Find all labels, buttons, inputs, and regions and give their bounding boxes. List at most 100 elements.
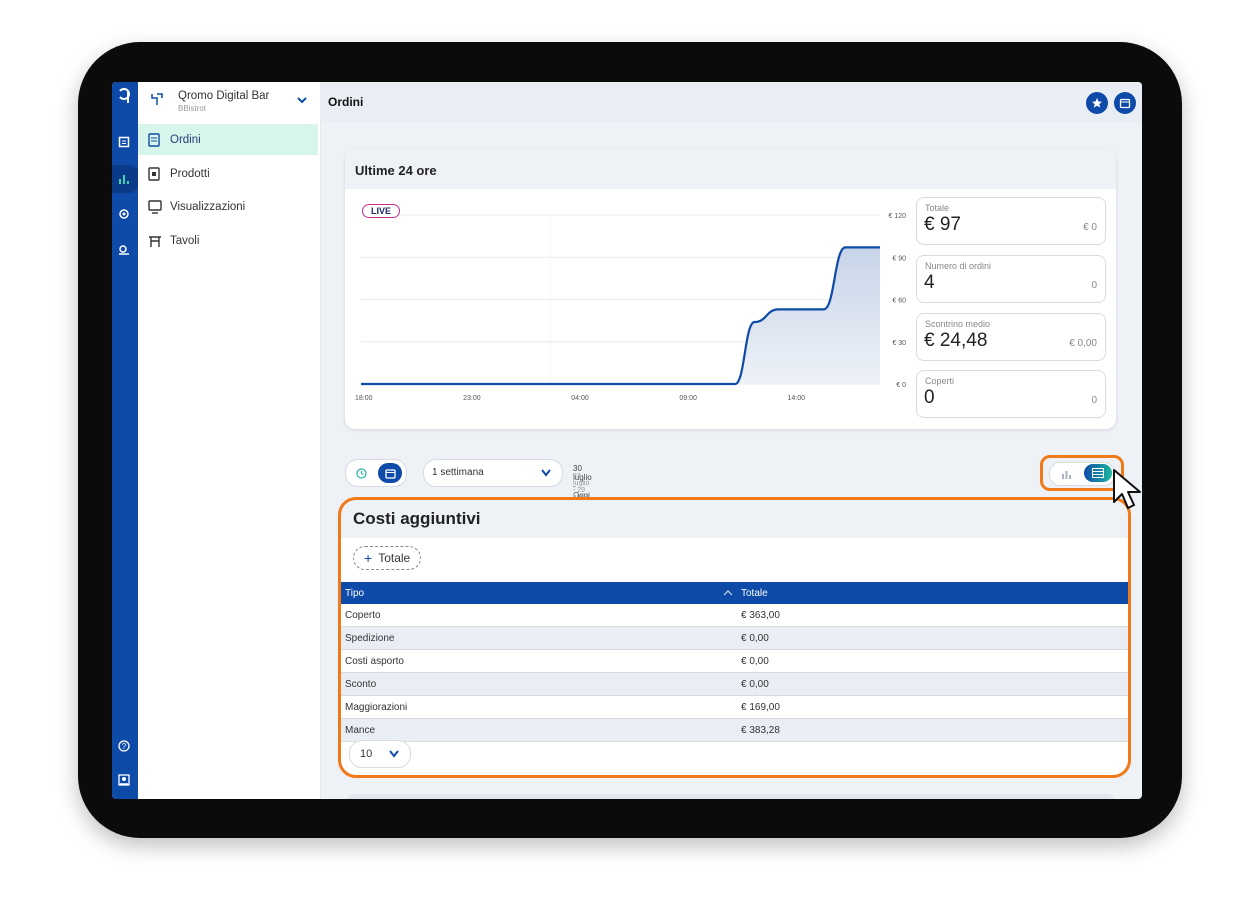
column-header-totale[interactable]: Totale	[737, 582, 1128, 604]
column-label: Totale	[741, 587, 768, 599]
sidebar-item-label: Ordini	[170, 133, 201, 146]
table-row: Maggiorazioni € 169,00	[341, 695, 1128, 719]
cell-totale: € 169,00	[737, 695, 1128, 719]
stat-scontrino-medio: Scontrino medio € 24,48 € 0,00	[916, 313, 1106, 361]
cell-totale: € 383,28	[737, 718, 1128, 742]
cell-totale: € 363,00	[737, 604, 1128, 627]
svg-text:?: ?	[122, 742, 127, 751]
chart-view-button[interactable]	[1058, 467, 1074, 481]
x-tick-label: 04:00	[571, 395, 589, 402]
last-24h-header: Ultime 24 ore	[345, 149, 1116, 189]
cell-totale: € 0,00	[737, 672, 1128, 696]
venue-switcher[interactable]: Qromo Digital Bar BBistrot	[138, 82, 320, 122]
chevron-down-icon	[297, 97, 307, 104]
favorite-button[interactable]	[1086, 92, 1108, 114]
extra-costs-card: Costi aggiuntivi + Totale Tipo Totale Co…	[341, 500, 1128, 775]
cell-totale: € 0,00	[737, 649, 1128, 673]
clock-icon	[355, 467, 367, 479]
page-size-select[interactable]: 10	[349, 740, 411, 768]
calendar-button[interactable]	[1114, 92, 1136, 114]
orders-rail-icon[interactable]	[116, 134, 132, 150]
bar-chart-icon	[1061, 471, 1071, 479]
table-row: Sconto € 0,00	[341, 672, 1128, 696]
logo-icon	[116, 88, 132, 104]
y-tick-label: € 0	[896, 382, 906, 389]
stat-label: Totale	[925, 203, 950, 213]
help-icon[interactable]: ?	[116, 738, 132, 754]
column-header-tipo[interactable]: Tipo	[341, 582, 737, 604]
page-size-value: 10	[360, 748, 373, 760]
table-view-button[interactable]	[1084, 464, 1112, 482]
stat-value: € 97	[924, 214, 961, 235]
sidebar-item-tavoli[interactable]: Tavoli	[138, 225, 318, 256]
calendar-toggle[interactable]	[378, 463, 402, 483]
series-line	[360, 246, 880, 386]
cell-tipo: Sconto	[341, 672, 737, 696]
table-row: Mance € 383,28	[341, 718, 1128, 742]
stat-compare: 0	[1091, 395, 1097, 406]
stat-value: € 24,48	[924, 330, 988, 351]
venue-logo-icon	[151, 93, 163, 105]
stat-value: 0	[924, 387, 935, 408]
venue-name: Qromo Digital Bar	[178, 90, 270, 102]
stat-compare: € 0,00	[1069, 338, 1097, 349]
stat-coperti: Coperti 0 0	[916, 370, 1106, 418]
stat-numero-ordini: Numero di ordini 4 0	[916, 255, 1106, 303]
stat-compare: 0	[1091, 280, 1097, 291]
y-tick-label: € 90	[892, 255, 906, 262]
mouse-cursor-icon	[1113, 469, 1141, 509]
plus-icon: +	[364, 550, 373, 566]
live-badge: LIVE	[362, 204, 401, 218]
period-value: 1 settimana	[432, 467, 484, 478]
icon-rail: ?	[112, 82, 140, 799]
sidebar-item-label: Prodotti	[170, 167, 210, 180]
table-header-row: Tipo Totale	[341, 582, 1128, 604]
settings-rail-icon[interactable]	[116, 206, 132, 222]
y-tick-label: € 30	[892, 340, 906, 347]
sidebar-item-label: Visualizzazioni	[170, 200, 246, 213]
x-tick-label: 23:00	[463, 395, 481, 402]
cell-tipo: Coperto	[341, 604, 737, 627]
stats-rail-icon[interactable]	[116, 171, 132, 187]
last-24h-title: Ultime 24 ore	[355, 163, 437, 178]
clock-toggle[interactable]	[352, 464, 370, 482]
stat-label: Scontrino medio	[925, 319, 991, 329]
stat-totale: Totale € 97 € 0	[916, 197, 1106, 245]
sidebar-item-visualizzazioni[interactable]: Visualizzazioni	[138, 191, 318, 222]
extra-costs-table: Tipo Totale Coperto € 363,00 Spedizione € …	[341, 582, 1128, 742]
top-bar: Ordini	[320, 82, 1142, 122]
date-range: 30 luglio - Oggi	[573, 464, 592, 500]
period-select[interactable]: 1 settimana	[423, 459, 563, 487]
series-area	[361, 247, 880, 384]
x-tick-label: 18:00	[355, 395, 373, 402]
add-total-button[interactable]: + Totale	[353, 546, 422, 570]
extra-costs-title: Costi aggiuntivi	[353, 509, 481, 528]
page-title: Ordini	[328, 95, 364, 109]
table-view-icon	[1092, 468, 1104, 478]
add-total-label: Totale	[378, 551, 411, 565]
products-icon	[148, 166, 162, 181]
stat-compare: € 0	[1083, 222, 1097, 233]
x-tick-label: 14:00	[788, 395, 806, 402]
column-label: Tipo	[345, 587, 365, 599]
chevron-down-icon	[389, 750, 399, 758]
sidebar-item-prodotti[interactable]: Prodotti	[138, 158, 318, 189]
extra-costs-header: Costi aggiuntivi	[341, 500, 1128, 538]
next-card-peek	[345, 794, 1116, 799]
plugin-rail-icon[interactable]	[116, 242, 132, 258]
orders-icon	[148, 132, 162, 147]
sales-chart: € 0 € 30 € 60 € 90 € 120 18:00 23:00 04:00 09:00…	[355, 213, 906, 402]
sort-up-icon	[723, 590, 733, 596]
rail-active-indicator	[112, 165, 140, 193]
cell-tipo: Costi asporto	[341, 649, 737, 673]
account-icon[interactable]	[116, 772, 132, 788]
stat-label: Numero di ordini	[925, 261, 992, 271]
cell-tipo: Maggiorazioni	[341, 695, 737, 719]
table-row: Spedizione € 0,00	[341, 626, 1128, 650]
mode-toggle	[345, 459, 407, 487]
cell-totale: € 0,00	[737, 626, 1128, 650]
table-icon	[148, 234, 162, 248]
view-switch	[1049, 462, 1115, 486]
x-tick-label: 09:00	[679, 395, 697, 402]
sidebar-item-ordini[interactable]: Ordini	[138, 124, 318, 155]
